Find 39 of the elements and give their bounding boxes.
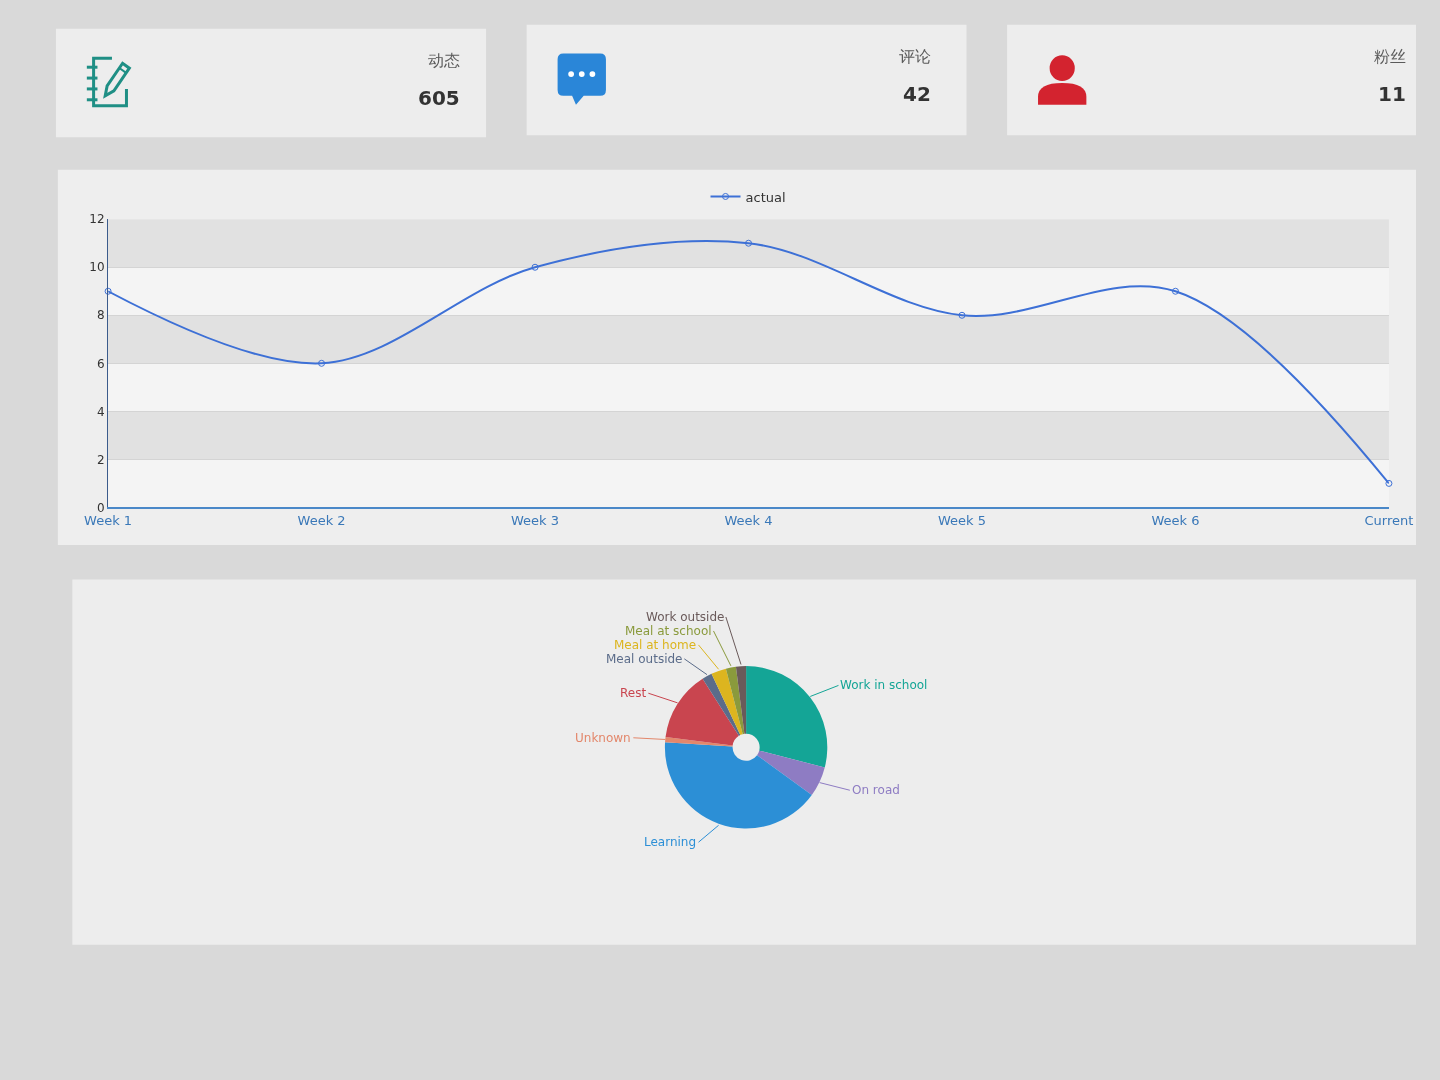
point bbox=[318, 359, 326, 367]
x-tick-label: Week 5 bbox=[937, 512, 987, 528]
y-tick-label: 6 bbox=[96, 356, 105, 371]
legend-label: actual bbox=[745, 189, 786, 205]
y-tick-label: 0 bbox=[96, 500, 105, 515]
y-tick-label: 2 bbox=[96, 452, 105, 467]
slice-label: Learning bbox=[644, 835, 697, 849]
y-tick-label: 10 bbox=[89, 260, 105, 275]
point bbox=[1385, 479, 1393, 487]
point bbox=[104, 287, 112, 295]
point bbox=[958, 311, 966, 319]
y-tick-label: 12 bbox=[89, 212, 105, 227]
text: 42 bbox=[903, 82, 931, 106]
point bbox=[745, 239, 753, 247]
slice-label: Meal at school bbox=[625, 624, 712, 638]
x-tick-label: Week 4 bbox=[724, 512, 773, 528]
slice-label: Work in school bbox=[840, 678, 928, 692]
text: 评论 bbox=[899, 47, 931, 66]
y-tick-label: 8 bbox=[96, 308, 105, 323]
text: 粉丝 bbox=[1374, 47, 1406, 66]
text: 11 bbox=[1378, 82, 1406, 106]
y-tick-label: 4 bbox=[96, 404, 105, 419]
slice-label: Work outside bbox=[646, 610, 725, 624]
x-tick-label: Week 2 bbox=[297, 512, 346, 528]
x-tick-label: Week 1 bbox=[84, 512, 133, 528]
donut-slice bbox=[725, 666, 745, 735]
point bbox=[1171, 287, 1179, 295]
x-tick-label: Current bbox=[1364, 512, 1414, 528]
x-tick-label: Week 3 bbox=[511, 512, 560, 528]
text: 605 bbox=[418, 86, 460, 110]
slice-label: Meal outside bbox=[606, 652, 683, 666]
point bbox=[531, 263, 539, 271]
donut-slice bbox=[711, 668, 743, 736]
slice-label: On road bbox=[852, 783, 900, 797]
text: 动态 bbox=[428, 51, 460, 70]
slice-label: Unknown bbox=[575, 731, 631, 745]
slice-label: Rest bbox=[620, 686, 647, 700]
x-tick-label: Week 6 bbox=[1151, 512, 1200, 528]
slice-label: Meal at home bbox=[614, 638, 697, 652]
